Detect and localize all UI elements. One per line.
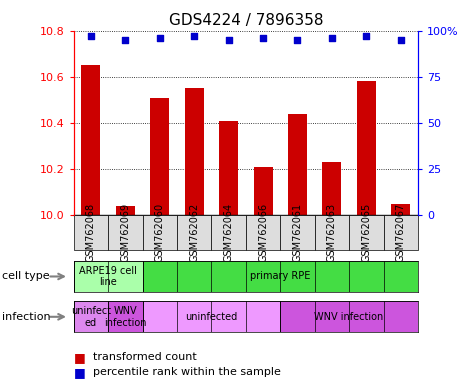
- Text: ■: ■: [74, 366, 89, 379]
- Text: GSM762068: GSM762068: [86, 203, 96, 262]
- FancyBboxPatch shape: [177, 215, 211, 250]
- Text: transformed count: transformed count: [93, 352, 196, 362]
- Point: [259, 35, 267, 41]
- FancyBboxPatch shape: [74, 301, 108, 332]
- Bar: [288, 114, 307, 215]
- FancyBboxPatch shape: [142, 301, 280, 332]
- Point: [156, 35, 163, 41]
- Point: [328, 35, 336, 41]
- FancyBboxPatch shape: [280, 301, 418, 332]
- FancyBboxPatch shape: [74, 215, 108, 250]
- Text: infection: infection: [2, 312, 51, 322]
- Bar: [254, 167, 273, 215]
- Bar: [323, 162, 342, 215]
- FancyBboxPatch shape: [142, 261, 418, 292]
- Bar: [116, 206, 135, 215]
- Text: primary RPE: primary RPE: [250, 271, 311, 281]
- Text: ■: ■: [74, 351, 89, 364]
- Point: [190, 33, 198, 39]
- FancyBboxPatch shape: [108, 301, 142, 332]
- Text: GSM762061: GSM762061: [293, 203, 303, 262]
- FancyBboxPatch shape: [314, 215, 349, 250]
- Bar: [357, 81, 376, 215]
- FancyBboxPatch shape: [142, 215, 177, 250]
- Point: [225, 37, 232, 43]
- Bar: [81, 65, 100, 215]
- Text: ARPE19 cell
line: ARPE19 cell line: [79, 266, 137, 287]
- Point: [397, 37, 405, 43]
- Text: percentile rank within the sample: percentile rank within the sample: [93, 367, 281, 377]
- Text: GSM762067: GSM762067: [396, 203, 406, 262]
- Bar: [219, 121, 238, 215]
- Text: GSM762065: GSM762065: [361, 203, 371, 262]
- Point: [294, 37, 301, 43]
- Text: WNV
infection: WNV infection: [104, 306, 146, 328]
- Text: GSM762062: GSM762062: [189, 203, 199, 262]
- Title: GDS4224 / 7896358: GDS4224 / 7896358: [169, 13, 323, 28]
- Bar: [150, 98, 169, 215]
- FancyBboxPatch shape: [108, 215, 142, 250]
- Point: [122, 37, 129, 43]
- FancyBboxPatch shape: [384, 215, 418, 250]
- Text: GSM762064: GSM762064: [224, 203, 234, 262]
- Bar: [185, 88, 204, 215]
- Text: uninfect
ed: uninfect ed: [71, 306, 111, 328]
- Bar: [391, 204, 410, 215]
- Text: GSM762063: GSM762063: [327, 203, 337, 262]
- Point: [87, 33, 95, 39]
- FancyBboxPatch shape: [74, 261, 142, 292]
- Text: GSM762066: GSM762066: [258, 203, 268, 262]
- FancyBboxPatch shape: [246, 215, 280, 250]
- FancyBboxPatch shape: [211, 215, 246, 250]
- Text: uninfected: uninfected: [185, 312, 238, 322]
- Text: cell type: cell type: [2, 271, 50, 281]
- Text: GSM762069: GSM762069: [120, 203, 130, 262]
- Text: WNV infection: WNV infection: [314, 312, 384, 322]
- FancyBboxPatch shape: [280, 215, 314, 250]
- FancyBboxPatch shape: [349, 215, 384, 250]
- Point: [362, 33, 370, 39]
- Text: GSM762060: GSM762060: [155, 203, 165, 262]
